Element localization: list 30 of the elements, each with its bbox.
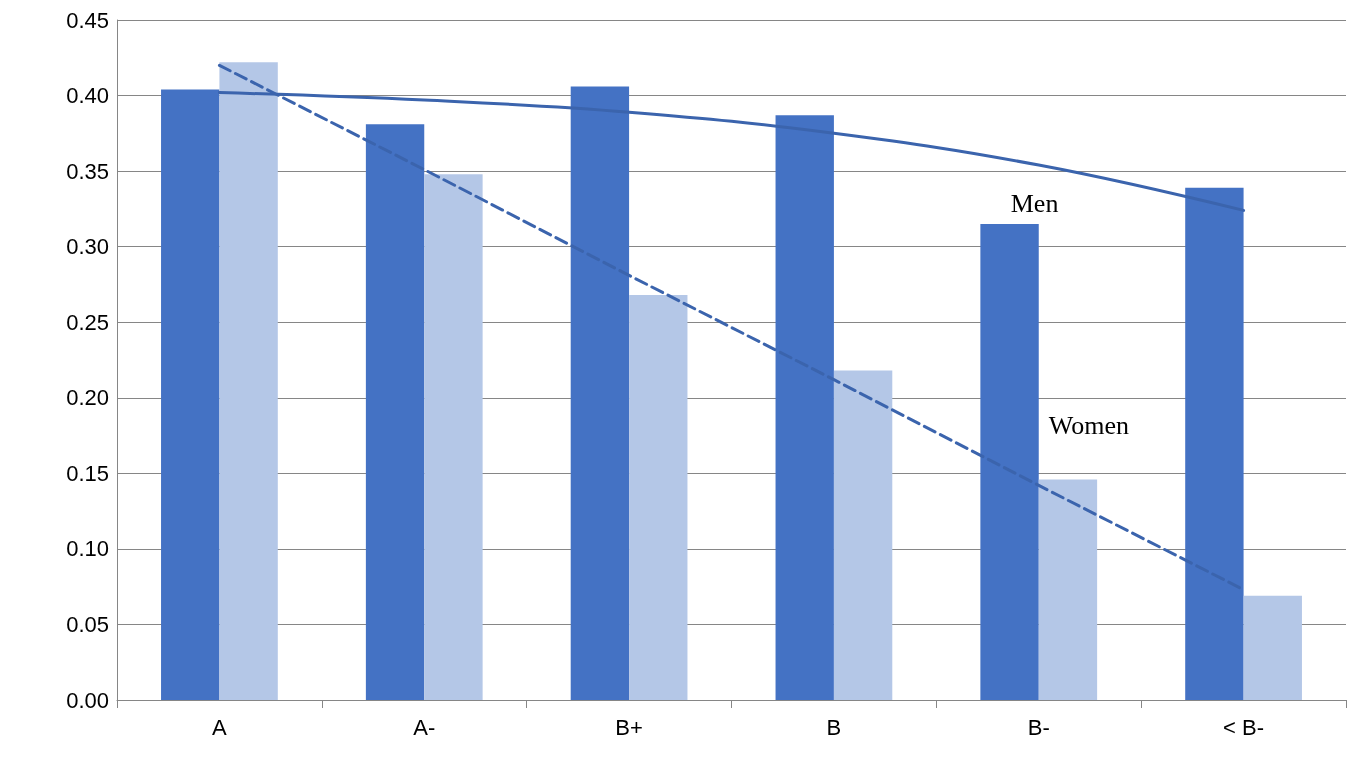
x-tick-label: B+ [615, 714, 643, 740]
x-tick-label: < B- [1223, 714, 1265, 740]
bar [775, 115, 834, 700]
bar [219, 62, 278, 700]
bar [629, 295, 688, 700]
y-tick-label: 0.45 [66, 7, 109, 33]
y-tick-label: 0.05 [66, 611, 109, 637]
y-tick-label: 0.20 [66, 385, 109, 411]
x-tick-label: A [212, 714, 228, 740]
x-tick-label: B- [1027, 714, 1050, 740]
bar [161, 89, 220, 700]
x-tick-label: B [826, 714, 842, 740]
bar [424, 174, 483, 700]
bar [570, 86, 630, 700]
bar [1243, 595, 1302, 700]
bar [833, 370, 893, 700]
y-tick-label: 0.30 [66, 234, 109, 260]
y-tick-label: 0.10 [66, 536, 109, 562]
y-tick-label: 0.00 [66, 687, 109, 713]
y-tick-label: 0.40 [66, 83, 109, 109]
y-tick-label: 0.35 [66, 158, 109, 184]
bar [1185, 187, 1244, 700]
y-tick-label: 0.15 [66, 460, 109, 486]
bar [1038, 479, 1098, 700]
series-label: Men [1010, 188, 1059, 218]
bar [980, 224, 1039, 700]
bar [365, 124, 425, 700]
x-tick-label: A- [413, 714, 436, 740]
y-tick-label: 0.25 [66, 309, 109, 335]
series-label: Women [1048, 410, 1129, 440]
